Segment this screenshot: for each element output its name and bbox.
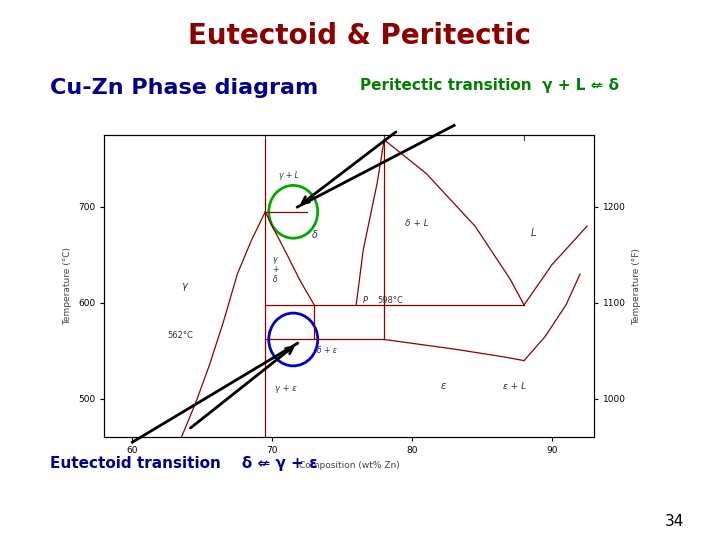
Y-axis label: Temperature (°F): Temperature (°F) (631, 248, 641, 325)
Text: L: L (531, 228, 536, 238)
Text: 598°C: 598°C (377, 296, 403, 305)
Text: 34: 34 (665, 514, 684, 529)
Text: δ + L: δ + L (405, 219, 429, 228)
Y-axis label: Temperature (°C): Temperature (°C) (63, 247, 73, 325)
Text: γ + ε: γ + ε (275, 384, 297, 393)
Text: P: P (363, 296, 368, 305)
Text: δ + ε: δ + ε (317, 346, 337, 355)
Text: 562°C: 562°C (167, 330, 193, 340)
Text: ε + L: ε + L (503, 382, 526, 392)
X-axis label: Composition (wt% Zn): Composition (wt% Zn) (299, 461, 400, 470)
Text: ε: ε (440, 381, 446, 391)
Text: γ
+
δ: γ + δ (272, 254, 278, 284)
Text: γ: γ (181, 281, 187, 291)
Text: Cu-Zn Phase diagram: Cu-Zn Phase diagram (50, 78, 319, 98)
Text: γ + L: γ + L (279, 171, 299, 180)
Text: Peritectic transition  γ + L ⇍ δ: Peritectic transition γ + L ⇍ δ (360, 78, 619, 93)
Text: δ: δ (312, 230, 318, 240)
Text: Eutectoid & Peritectic: Eutectoid & Peritectic (189, 22, 531, 50)
Text: Eutectoid transition    δ ⇍ γ + ε: Eutectoid transition δ ⇍ γ + ε (50, 456, 318, 471)
